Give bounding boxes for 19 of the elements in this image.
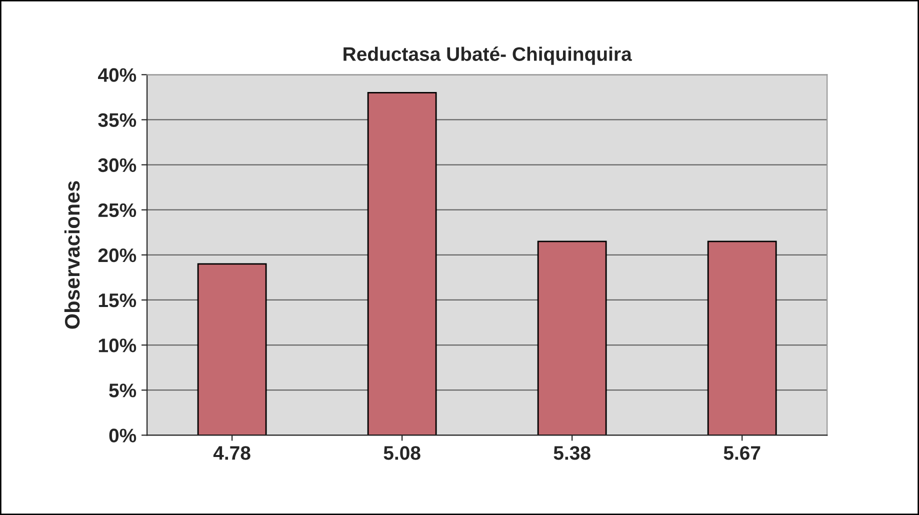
y-tick-label: 30%	[98, 158, 136, 172]
y-tick-label: 25%	[98, 203, 136, 218]
y-tick-label: 35%	[98, 113, 136, 127]
chart-title: Reductasa Ubaté- Chiquinquira	[344, 46, 632, 65]
y-tick-label: 0%	[109, 428, 136, 442]
y-tick-label: 10%	[98, 338, 136, 352]
bar	[197, 263, 267, 436]
x-tick-label: 5.38	[554, 446, 590, 460]
x-tick-label: 5.67	[724, 446, 760, 460]
bar	[367, 92, 437, 436]
y-axis-title: Observaciones	[64, 181, 80, 329]
y-tick-label: 40%	[98, 68, 136, 82]
bar	[707, 240, 777, 436]
y-tick-label: 5%	[109, 384, 136, 398]
bar	[537, 240, 607, 436]
x-tick-label: 4.78	[213, 446, 250, 460]
x-tick-label: 5.08	[384, 446, 420, 460]
y-tick-label: 20%	[98, 248, 136, 262]
y-tick-label: 15%	[98, 294, 136, 308]
